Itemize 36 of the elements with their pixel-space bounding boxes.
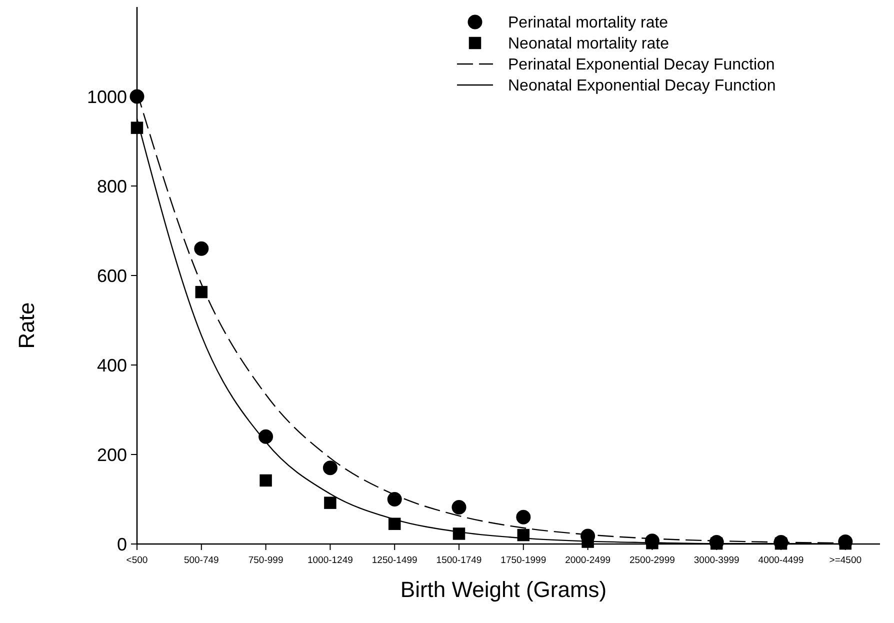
y-tick-label: 1000 — [86, 86, 127, 107]
x-tick-label: 1250-1499 — [372, 555, 418, 566]
y-tick-label: 800 — [96, 176, 127, 196]
legend-label: Perinatal mortality rate — [508, 14, 668, 32]
point — [322, 460, 338, 476]
point — [452, 528, 466, 540]
x-tick-label: 4000-4499 — [758, 555, 804, 566]
x-tick-label: 500-749 — [184, 555, 219, 566]
y-tick-label: 0 — [116, 534, 127, 554]
point — [194, 241, 209, 256]
x-tick-label: 2000-2499 — [565, 555, 611, 566]
x-tick-label: 2500-2999 — [629, 555, 675, 566]
point — [130, 122, 144, 134]
point — [387, 492, 402, 506]
x-tick-label: 1500-1749 — [436, 555, 482, 566]
x-tick-label: 750-999 — [248, 555, 284, 566]
x-tick-label: 3000-3999 — [694, 555, 740, 566]
point — [324, 496, 336, 509]
legend-label: Neonatal Exponential Decay Function — [508, 78, 776, 95]
point — [516, 510, 531, 524]
y-tick-label: 600 — [96, 266, 127, 286]
y-tick-label: 200 — [96, 444, 127, 465]
legend-label: Perinatal Exponential Decay Function — [508, 56, 775, 74]
x-tick-label: 1750-1999 — [500, 555, 546, 566]
x-axis-title: Birth Weight (Grams) — [400, 577, 607, 602]
y-axis-title: Rate — [14, 302, 39, 349]
x-tick-label: 1000-1249 — [307, 555, 353, 566]
y-tick-label: 400 — [96, 355, 127, 376]
point — [260, 474, 272, 487]
x-tick-label: >=4500 — [829, 555, 862, 566]
legend-label: Neonatal mortality rate — [508, 36, 670, 53]
point — [388, 518, 401, 530]
point — [452, 500, 466, 515]
point — [130, 89, 144, 104]
x-tick-label: <500 — [126, 555, 148, 566]
point — [258, 429, 274, 444]
